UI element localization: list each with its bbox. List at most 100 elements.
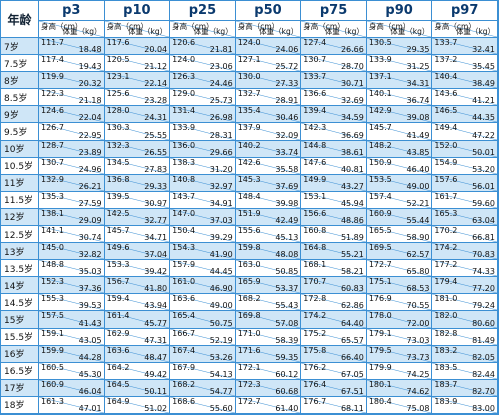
height-value: 130.5 [368,38,392,47]
data-cell: 148.8 35.03 [39,260,105,278]
height-value: 165.5 [368,226,392,235]
height-value: 161.3 [41,396,64,406]
age-cell: 16.5岁 [1,362,39,380]
weight-value: 74.33 [472,267,495,277]
height-value: 147.0 [172,208,196,218]
height-value: 124.6 [41,106,64,116]
height-value: 157.4 [368,191,392,201]
weight-value: 43.05 [78,335,102,345]
weight-value: 27.33 [275,79,299,89]
weight-value: 29.35 [406,45,430,55]
height-value: 167.9 [172,362,196,372]
weight-value: 37.04 [144,250,168,260]
data-cell: 149.9 43.27 [301,174,367,192]
height-value: 119.9 [41,72,64,82]
height-value: 154.9 [434,157,458,167]
weight-value: 23.06 [209,62,233,72]
height-value: 123.1 [106,72,130,82]
weight-value: 26.98 [209,113,233,123]
weight-value: 31.25 [406,62,430,72]
data-cell: 136.6 32.69 [301,89,367,107]
data-cell: 175.2 65.57 [301,328,367,346]
data-cell: 160.9 46.04 [39,379,105,397]
weight-value: 58.39 [275,335,299,345]
weight-value: 29.33 [144,181,168,191]
weight-value: 44.45 [209,267,233,277]
data-cell: 176.2 67.05 [301,362,367,380]
unit-header: 身高（cm） 体重（kg） [39,21,105,38]
age-header: 年龄 [1,1,39,38]
height-value: 140.4 [434,72,458,82]
data-cell: 167.9 54.13 [170,362,236,380]
height-value: 137.2 [434,55,458,65]
data-cell: 163.0 50.85 [235,260,302,278]
weight-value: 33.74 [275,147,299,157]
age-cell: 7岁 [1,38,39,56]
age-cell: 8.5岁 [1,89,39,107]
height-value: 180.1 [368,379,392,389]
height-value: 146.5 [434,106,458,116]
height-unit: 身高（cm） [237,22,280,31]
data-cell: 133.9 28.31 [170,123,236,141]
height-value: 156.6 [303,208,327,218]
data-cell: 159.9 44.28 [39,345,105,363]
weight-value: 38.61 [340,147,364,157]
data-cell: 131.4 26.98 [170,106,236,124]
data-cell: 166.7 52.19 [170,328,236,346]
weight-value: 75.08 [406,404,430,413]
data-cell: 135.4 30.46 [235,106,302,124]
height-unit: 身高（cm） [368,22,411,31]
weight-value: 68.53 [406,284,430,294]
height-value: 171.6 [237,345,261,355]
height-value: 164.5 [106,379,130,389]
weight-value: 80.60 [472,318,495,328]
height-value: 161.0 [172,277,196,287]
weight-value: 41.49 [406,130,430,140]
data-cell: 153.5 49.00 [366,174,433,192]
weight-value: 27.83 [144,164,168,174]
data-cell: 157.9 44.45 [170,260,236,278]
weight-value: 28.31 [209,130,233,140]
height-value: 172.7 [368,260,392,270]
data-cell: 159.1 43.05 [39,328,105,346]
height-value: 130.0 [237,72,261,82]
weight-value: 35.03 [78,267,102,277]
data-cell: 164.2 49.42 [104,362,171,380]
weight-value: 52.21 [406,198,430,208]
height-value: 139.4 [303,106,327,116]
weight-value: 74.25 [406,369,430,379]
height-value: 124.0 [237,38,261,47]
data-cell: 117.4 19.43 [39,55,105,73]
height-value: 145.7 [106,226,130,235]
weight-value: 50.11 [144,386,168,396]
data-cell: 130.0 27.33 [235,72,302,90]
data-cell: 172.1 60.12 [235,362,302,380]
height-value: 142.5 [106,208,130,218]
height-value: 135.3 [41,191,64,201]
height-unit: 身高（cm） [434,22,476,31]
weight-value: 20.32 [78,79,102,89]
data-cell: 165.3 63.04 [432,208,498,226]
data-cell: 126.3 24.46 [170,72,236,90]
height-value: 182.8 [434,328,458,338]
weight-value: 44.28 [78,352,102,362]
weight-value: 67.05 [340,369,364,379]
data-cell: 124.6 22.04 [39,106,105,124]
data-cell: 179.4 77.20 [432,277,498,295]
height-value: 164.2 [106,362,130,372]
weight-value: 22.14 [144,79,168,89]
weight-value: 37.69 [275,181,299,191]
data-cell: 148.4 39.98 [235,191,302,209]
data-cell: 159.8 48.08 [235,243,302,261]
height-value: 159.4 [106,294,130,304]
height-value: 117.6 [106,38,130,47]
weight-value: 39.53 [78,301,102,311]
height-value: 140.8 [172,174,196,184]
data-cell: 156.7 41.80 [104,277,171,295]
height-value: 160.5 [41,362,64,372]
weight-value: 52.19 [209,335,233,345]
data-cell: 152.0 50.01 [432,140,498,158]
weight-value: 25.73 [209,96,233,106]
data-cell: 174.2 70.83 [432,243,498,261]
height-value: 160.9 [41,379,64,389]
